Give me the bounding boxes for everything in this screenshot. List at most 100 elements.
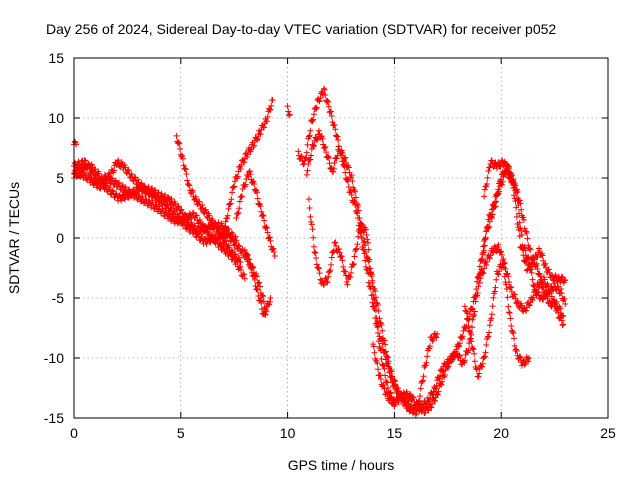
data-point-marker bbox=[371, 349, 378, 356]
data-point-marker bbox=[302, 155, 309, 162]
data-point-marker bbox=[340, 263, 347, 270]
data-point-marker bbox=[199, 202, 206, 209]
data-point-marker bbox=[467, 335, 474, 342]
data-point-marker bbox=[252, 283, 259, 290]
data-point-marker bbox=[270, 245, 277, 252]
data-point-marker bbox=[192, 212, 199, 219]
data-point-marker bbox=[310, 143, 317, 150]
data-point-marker bbox=[483, 181, 490, 188]
data-point-marker bbox=[137, 182, 144, 189]
data-point-marker bbox=[514, 197, 521, 204]
data-point-marker bbox=[473, 292, 480, 299]
y-tick-label: 10 bbox=[48, 110, 64, 126]
data-point-marker bbox=[508, 284, 515, 291]
data-point-marker bbox=[135, 176, 142, 183]
data-point-marker bbox=[313, 104, 320, 111]
data-point-marker bbox=[468, 338, 475, 345]
data-point-marker bbox=[262, 311, 269, 318]
data-point-marker bbox=[439, 378, 446, 385]
data-point-marker bbox=[497, 163, 504, 170]
data-point-marker bbox=[168, 195, 175, 202]
data-point-marker bbox=[335, 136, 342, 143]
data-point-marker bbox=[513, 346, 520, 353]
data-point-marker bbox=[490, 248, 497, 255]
data-point-marker bbox=[271, 248, 278, 255]
data-point-marker bbox=[128, 192, 135, 199]
data-point-marker bbox=[178, 215, 185, 222]
data-point-marker bbox=[310, 116, 317, 123]
data-point-marker bbox=[488, 311, 495, 318]
data-point-marker bbox=[484, 334, 491, 341]
data-point-marker bbox=[315, 97, 322, 104]
data-point-marker bbox=[508, 322, 515, 329]
data-point-marker bbox=[143, 196, 150, 203]
data-point-marker bbox=[183, 170, 190, 177]
y-tick-label: -5 bbox=[52, 290, 65, 306]
data-point-marker bbox=[520, 216, 527, 223]
data-point-marker bbox=[238, 193, 245, 200]
data-point-marker bbox=[338, 148, 344, 155]
data-point-marker bbox=[498, 176, 505, 183]
data-point-marker bbox=[77, 163, 84, 170]
series-trace-g bbox=[241, 246, 274, 318]
data-point-marker bbox=[328, 108, 335, 115]
data-point-marker bbox=[308, 218, 315, 225]
data-point-marker bbox=[507, 284, 514, 291]
data-point-marker bbox=[228, 229, 235, 236]
data-point-marker bbox=[166, 208, 173, 215]
data-point-marker bbox=[485, 333, 492, 340]
data-point-marker bbox=[375, 329, 382, 336]
data-point-marker bbox=[354, 241, 361, 248]
data-point-marker bbox=[518, 206, 525, 213]
data-point-marker bbox=[229, 184, 236, 191]
data-point-marker bbox=[520, 214, 527, 221]
data-point-marker bbox=[466, 328, 473, 335]
data-point-marker bbox=[152, 202, 159, 209]
data-point-marker bbox=[485, 167, 492, 174]
data-point-marker bbox=[559, 274, 566, 281]
data-point-marker bbox=[374, 324, 381, 331]
data-point-marker bbox=[242, 181, 249, 188]
data-point-marker bbox=[233, 214, 240, 221]
data-point-marker bbox=[525, 358, 532, 365]
data-point-marker bbox=[537, 273, 544, 280]
series-trace-e bbox=[218, 97, 276, 248]
data-point-marker bbox=[372, 307, 379, 314]
data-point-marker bbox=[526, 265, 533, 272]
data-point-marker bbox=[511, 335, 518, 342]
data-point-marker bbox=[295, 148, 302, 155]
data-point-marker bbox=[206, 212, 213, 219]
data-point-marker bbox=[429, 337, 436, 344]
data-point-marker bbox=[474, 373, 481, 380]
data-point-marker bbox=[501, 260, 508, 267]
data-point-marker bbox=[172, 200, 179, 207]
data-point-marker bbox=[425, 407, 432, 414]
data-point-marker bbox=[266, 301, 273, 308]
data-point-marker bbox=[320, 85, 327, 92]
data-point-marker bbox=[105, 174, 112, 181]
data-point-marker bbox=[179, 155, 186, 162]
data-point-marker bbox=[523, 228, 530, 235]
data-point-marker bbox=[319, 135, 326, 142]
series-trace-m bbox=[481, 157, 569, 307]
data-point-marker bbox=[251, 276, 258, 283]
series-trace-k bbox=[305, 196, 441, 415]
data-point-marker bbox=[471, 350, 478, 357]
data-point-marker bbox=[222, 237, 229, 244]
data-point-marker bbox=[157, 195, 164, 202]
data-point-marker bbox=[535, 284, 542, 291]
data-point-marker bbox=[339, 149, 346, 156]
data-point-marker bbox=[232, 239, 239, 246]
data-point-marker bbox=[251, 180, 258, 187]
data-point-marker bbox=[202, 206, 209, 213]
data-point-marker bbox=[517, 354, 524, 361]
data-point-marker bbox=[175, 202, 182, 209]
data-point-marker bbox=[355, 207, 362, 214]
data-point-marker bbox=[417, 401, 424, 408]
data-point-marker bbox=[434, 331, 441, 337]
data-point-marker bbox=[475, 283, 482, 290]
data-point-marker bbox=[258, 300, 265, 307]
data-point-marker bbox=[493, 276, 500, 283]
data-point-marker bbox=[507, 315, 514, 322]
